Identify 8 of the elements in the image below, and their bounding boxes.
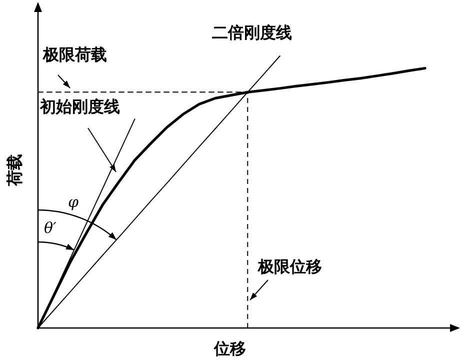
annotation: φ [68,193,79,211]
annotation: 初始刚度线 [39,97,120,116]
annotation: θ′ [44,219,58,237]
y-axis-title: 荷载 [5,154,24,187]
x-axis-title: 位移 [213,339,246,358]
annotation: 极限荷载 [42,45,107,64]
annotation: 极限位移 [257,257,322,276]
text: 二倍刚度线 [212,23,292,42]
